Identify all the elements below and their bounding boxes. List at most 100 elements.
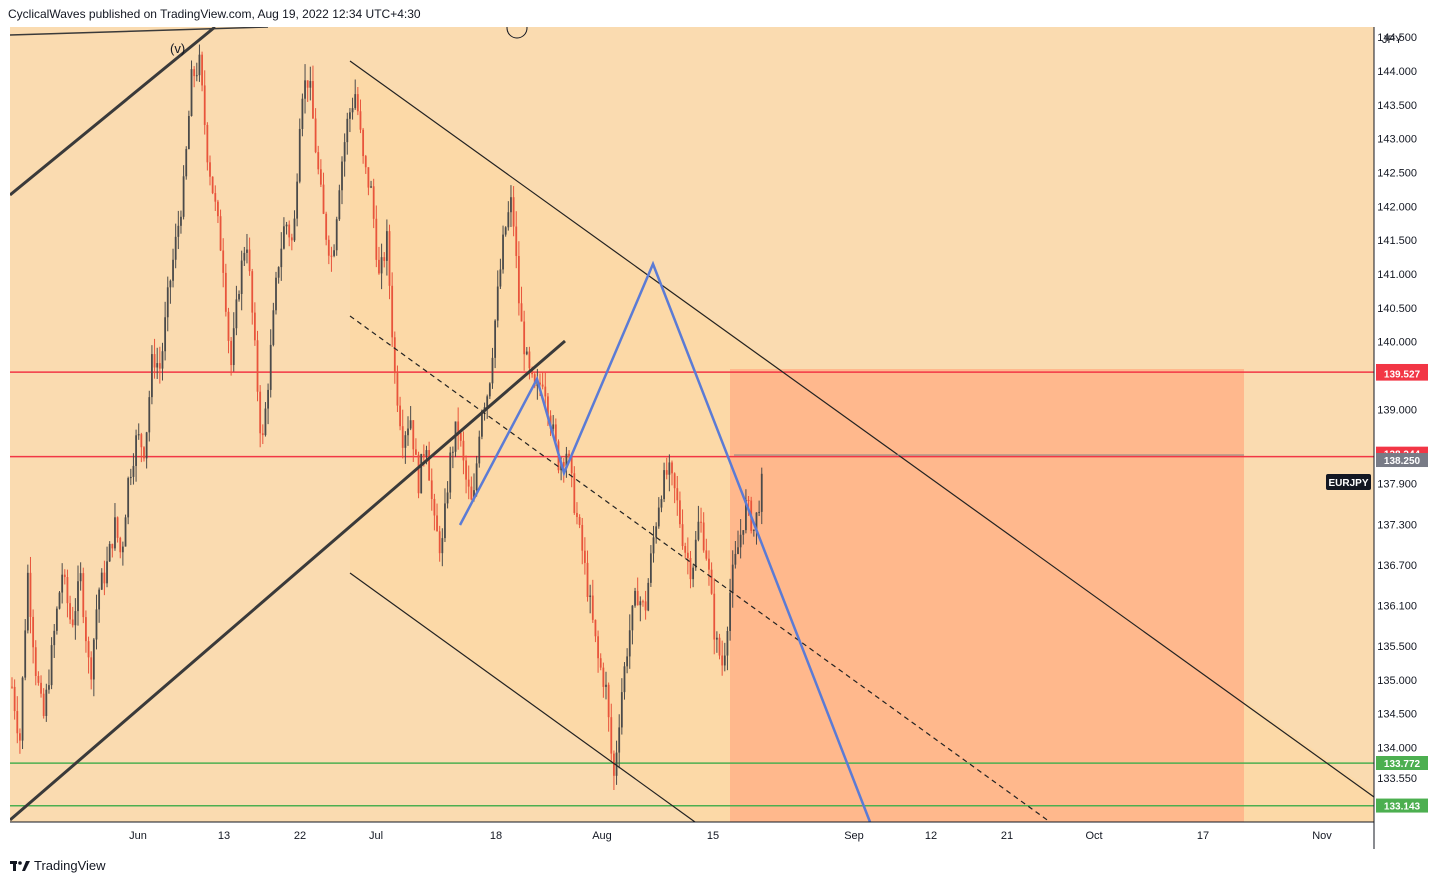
candle-body [193,69,196,77]
candle-body [470,486,473,500]
candle-body [21,677,24,741]
channel-upper-line[interactable] [349,60,1375,798]
candle-body [700,521,702,523]
chart-canvas[interactable]: (v) JPY 144.500 144.000 143.500 143.000 142.… [10,27,1430,849]
price-axis-panel[interactable] [1374,27,1430,822]
candle-body [486,396,489,408]
time-axis-panel[interactable] [10,822,1430,849]
candle-body [148,397,151,433]
candle-body [496,286,499,321]
candle-body [523,321,526,355]
candle-body [106,561,108,584]
candle-body [335,219,338,251]
candle-body [238,293,240,300]
candle-body [166,287,169,318]
candle-body [428,450,431,481]
candle-body [649,553,652,583]
candle-body [388,231,391,286]
candle-body [657,507,660,527]
candle-body [77,581,79,612]
price-tag-label: 138.250 [1384,456,1421,467]
candle-body [417,454,420,494]
candle-body [517,255,520,304]
uptrend-line-lower[interactable] [10,339,566,822]
candle-body [50,645,53,686]
candle-body [692,567,695,580]
top-trendline[interactable] [10,27,269,36]
candle-body [288,224,291,238]
candle-body [547,396,549,416]
candle-body [533,374,536,387]
candle-body [151,354,153,398]
candle-body [100,572,103,590]
candle-body [367,167,370,188]
candle-body [87,641,90,658]
price-chart[interactable]: (v) JPY 144.500 144.000 143.500 143.000 142.… [10,27,1430,849]
candle-body [438,531,441,554]
time-tick-label: Sep [844,830,864,842]
candle-body [32,616,35,648]
candle-body [554,424,557,442]
candle-body [565,453,568,467]
candle-body [713,593,716,640]
candle-body [620,692,623,728]
candle-body [420,454,423,494]
candle-body [61,574,64,593]
candle-body [127,478,130,518]
candle-body [145,432,148,459]
target-zone-box [730,369,1244,822]
candle-body [240,260,243,294]
price-tick-label: 142.000 [1377,201,1417,213]
candle-body [457,421,460,434]
symbol-badge[interactable] [1326,474,1371,490]
candle-body [16,711,19,734]
candle-body [441,538,444,554]
candle-body [686,552,689,559]
candle-body [312,81,314,119]
candle-body [341,161,343,191]
candle-body [760,473,763,512]
price-tick-label: 140.500 [1377,303,1417,315]
candle-body [383,257,386,261]
price-tick-label: 137.900 [1377,479,1417,491]
candle-body [214,193,217,202]
candle-body [108,543,111,562]
candle-body [322,184,325,214]
candle-body [737,547,739,554]
channel-lower-line[interactable] [349,572,696,823]
candle-body [618,727,621,753]
candle-body [26,572,29,631]
candle-body [177,225,180,237]
candle-body [504,227,507,235]
candle-body [510,197,512,213]
candle-body [602,667,605,687]
price-tag-label: 133.772 [1384,759,1421,770]
candle-body [280,248,283,268]
candle-body [346,118,349,143]
candle-body [391,285,394,338]
candle-body [758,511,761,513]
candle-body [74,611,77,626]
candle-body [351,108,354,113]
candle-body [55,608,58,631]
candle-body [399,405,401,427]
candle-body [385,231,388,261]
candle-body [290,237,293,241]
candle-body [58,592,61,609]
uptrend-line-upper[interactable] [10,27,216,197]
candle-body [739,534,742,548]
candle-body [140,434,143,448]
horizontal-levels-layer [10,371,1374,807]
candle-body [333,250,335,256]
candle-body [623,666,626,693]
candle-body [605,684,607,687]
projection-path[interactable] [458,260,872,823]
price-tick-label: 144.000 [1377,66,1417,78]
candle-body [422,454,425,457]
candle-body [11,686,13,688]
candle-body [195,75,198,77]
candle-body [481,412,483,437]
tradingview-logo-icon[interactable] [10,859,30,873]
candle-body [253,312,256,341]
candle-body [95,609,98,640]
